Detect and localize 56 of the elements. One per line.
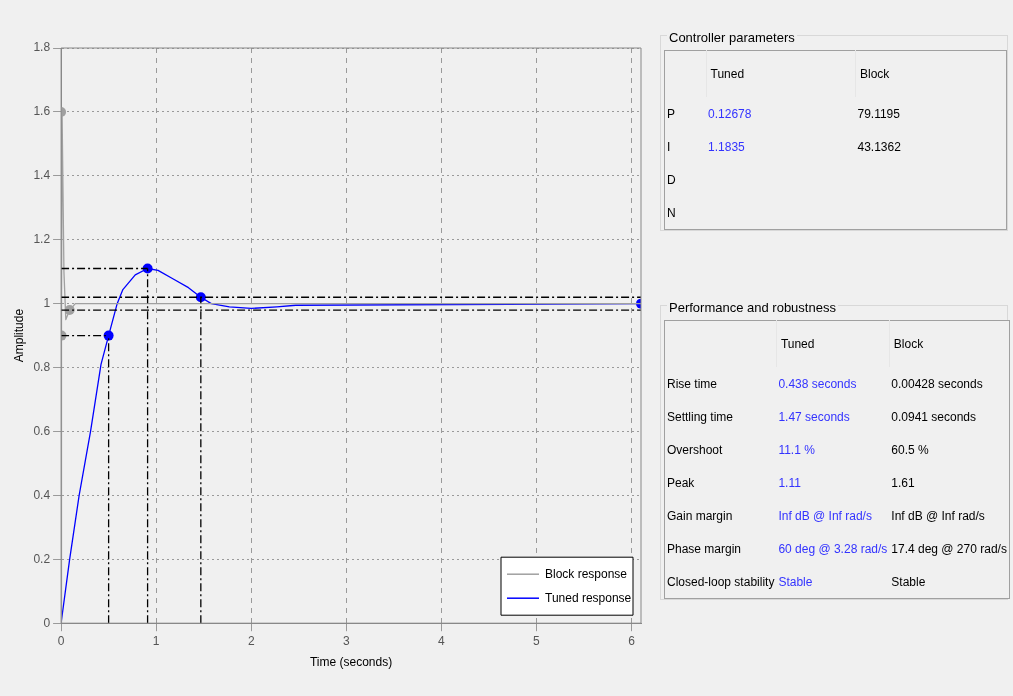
category-label: Phase margin [666,540,743,558]
x-tick-label: 0 [57,633,65,648]
text: 17.4 deg @ 270 rad/s [890,540,1008,558]
text: 79.1195 [856,105,901,123]
text: 1.1835 [707,138,746,156]
category-label: Closed-loop stability [666,573,776,591]
text: 0.0941 seconds [890,408,978,426]
legend-label: Block response [545,566,628,581]
y-tick-label: 1 [43,295,51,310]
text: Block [889,320,1010,367]
y-tick-label: 0.4 [33,487,51,502]
text: 0.00428 seconds [890,375,984,393]
y-tick-label: 0 [43,615,51,630]
x-tick-label: 5 [533,633,541,648]
y-tick-label: 1.8 [33,40,51,55]
text: Stable [777,573,814,591]
x-tick-label: 4 [438,633,446,648]
y-tick-label: 1.4 [33,168,51,183]
text: Stable [890,573,927,591]
y-tick-label: 1.2 [33,232,51,247]
text: Performance and robustness [667,300,838,315]
text: 1.61 [890,474,916,492]
x-tick-label: 6 [628,633,636,648]
text: 0.12678 [707,105,753,123]
x-tick-label: 3 [342,633,350,648]
category-label: Overshoot [666,441,724,459]
legend-label: Tuned response [545,590,632,605]
text: Inf dB @ Inf rad/s [890,507,986,525]
text: 60.5 % [890,441,930,459]
text: Inf dB @ Inf rad/s [777,507,873,525]
text: Tuned [706,50,856,97]
x-tick-label: 2 [247,633,255,648]
y-tick-label: 0.8 [33,359,51,374]
category-label: Peak [666,474,696,492]
category-label: Gain margin [666,507,734,525]
y-tick-label: 0.6 [33,423,51,438]
category-label: P [666,105,676,123]
text: Block [855,50,1007,97]
x-axis-title: Time (seconds) [309,655,393,670]
x-tick-label: 1 [152,633,160,648]
text: 60 deg @ 3.28 rad/s [777,540,889,558]
category-label: Rise time [666,375,718,393]
text: 1.11 [777,474,802,492]
category-label: I [666,138,672,156]
text: Tuned [776,320,890,367]
text: 0.438 seconds [777,375,858,393]
y-tick-label: 0.2 [33,551,51,566]
text: 1.47 seconds [777,408,851,426]
category-label: D [666,171,677,189]
text: Controller parameters [667,30,797,45]
y-tick-label: 1.6 [33,104,51,119]
category-label: Settling time [666,408,735,426]
category-label: N [666,204,677,222]
y-axis-title: Amplitude [11,308,26,363]
text: 43.1362 [856,138,902,156]
text: 11.1 % [777,441,816,459]
